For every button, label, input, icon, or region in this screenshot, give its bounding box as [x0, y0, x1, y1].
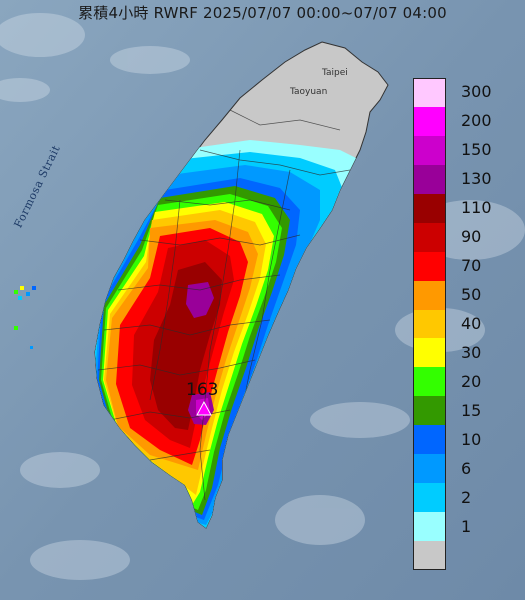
legend-label: 150: [461, 140, 492, 160]
legend-swatch: [413, 541, 446, 570]
legend-label: 110: [461, 198, 492, 218]
map-title: 累積4小時 RWRF 2025/07/07 00:00~07/07 04:00: [78, 4, 447, 22]
legend-label: 70: [461, 256, 482, 276]
legend-swatch: [413, 251, 446, 281]
legend-label: 20: [461, 371, 482, 391]
legend-row: 110: [413, 193, 523, 223]
legend-row: 1: [413, 512, 523, 542]
legend-row: 130: [413, 164, 523, 194]
legend-label: 30: [461, 342, 482, 362]
legend-label: 300: [461, 82, 492, 102]
legend-row: 50: [413, 280, 523, 310]
legend-row: 150: [413, 135, 523, 165]
legend-row: 40: [413, 309, 523, 339]
legend-swatch: [413, 309, 446, 339]
taipei-label: Taipei: [322, 68, 348, 78]
legend-row: 30: [413, 338, 523, 368]
color-legend: 1 2 6 10 15 20 30 40 50 70 90 110 130 150 200 300: [413, 78, 523, 570]
peak-value: 163: [186, 380, 219, 400]
legend-label: 40: [461, 313, 482, 333]
legend-swatch: [413, 78, 446, 107]
legend-row: 200: [413, 106, 523, 136]
taoyuan-label: Taoyuan: [290, 87, 328, 97]
legend-swatch: [413, 512, 446, 542]
peak-marker-icon: [196, 400, 212, 416]
legend-swatch: [413, 396, 446, 426]
legend-swatch: [413, 106, 446, 136]
admin-boundaries: [97, 109, 351, 501]
legend-row: [413, 541, 523, 570]
legend-swatch: [413, 483, 446, 513]
legend-label: 1: [461, 516, 472, 536]
legend-swatch: [413, 164, 446, 194]
legend-row: 6: [413, 454, 523, 484]
legend-label: 2: [461, 487, 472, 507]
legend-label: 130: [461, 169, 492, 189]
legend-label: 6: [461, 458, 472, 478]
legend-swatch: [413, 367, 446, 397]
legend-swatch: [413, 425, 446, 455]
legend-swatch: [413, 280, 446, 310]
rainfall-field: [95, 140, 370, 528]
legend-row: 90: [413, 222, 523, 252]
legend-row: 10: [413, 425, 523, 455]
legend-row: 15: [413, 396, 523, 426]
legend-label: 10: [461, 429, 482, 449]
legend-swatch: [413, 193, 446, 223]
legend-swatch: [413, 135, 446, 165]
legend-swatch: [413, 222, 446, 252]
legend-swatch: [413, 338, 446, 368]
legend-label: 200: [461, 111, 492, 131]
legend-label: 50: [461, 285, 482, 305]
offshore-echoes: [14, 286, 36, 349]
legend-row: 2: [413, 483, 523, 513]
legend-swatch: [413, 454, 446, 484]
legend-label: 90: [461, 227, 482, 247]
legend-row: 300: [413, 78, 523, 107]
legend-label: 15: [461, 400, 482, 420]
legend-row: 70: [413, 251, 523, 281]
legend-row: 20: [413, 367, 523, 397]
